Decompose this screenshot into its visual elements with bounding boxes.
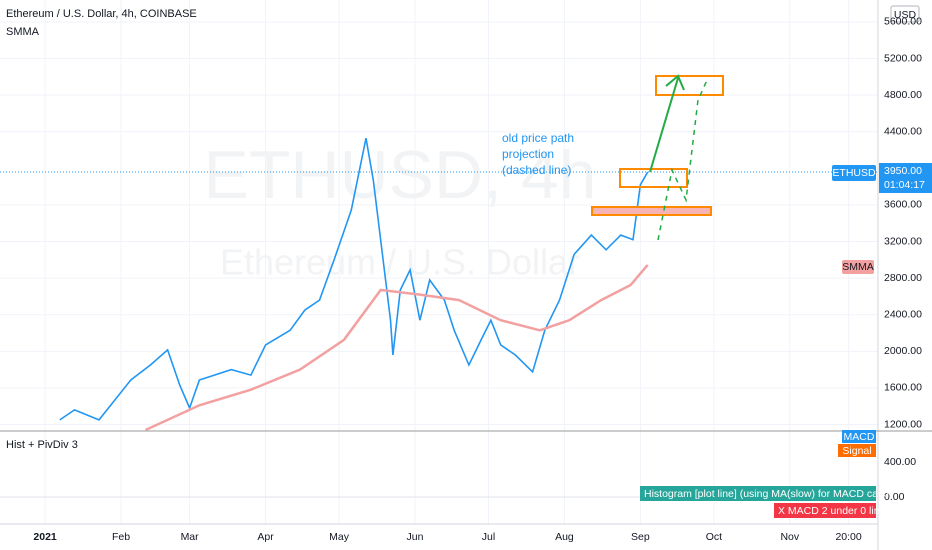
x-tick-label: 20:00 — [835, 531, 861, 543]
cross-tag — [774, 503, 876, 518]
y-tick-label: 3600.00 — [884, 199, 922, 211]
price-series — [144, 264, 649, 432]
currency: USD — [894, 9, 917, 21]
y-tick-label: 1200.00 — [884, 418, 922, 430]
indicator-tick: 0.00 — [884, 491, 905, 503]
y-tick-label: 5200.00 — [884, 52, 922, 64]
x-tick-label: May — [329, 531, 350, 543]
x-tick-label: Jun — [407, 531, 424, 543]
signal-tag-label: Signal — [842, 445, 871, 457]
cross-tag-label: X MACD 2 under 0 line — [778, 505, 886, 517]
arrow-head — [665, 74, 685, 91]
x-tick-label: Oct — [706, 531, 722, 543]
y-tick-label: 1600.00 — [884, 382, 922, 394]
price-tag — [879, 163, 932, 193]
x-tick-label: 2021 — [33, 531, 57, 543]
signal-tag — [838, 444, 876, 457]
symbol-tag-label: ETHUSD — [832, 167, 876, 179]
histogram-tag-label: Histogram [plot line] (using MA(slow) fo… — [644, 488, 889, 500]
watermark: ETHUSD, 4h — [204, 137, 597, 213]
macd-tag — [842, 430, 876, 443]
smma-tag-label: SMMA — [842, 261, 874, 273]
y-tick-label: 5600.00 — [884, 16, 922, 28]
y-tick-label: 2000.00 — [884, 345, 922, 357]
y-tick-label: 4400.00 — [884, 126, 922, 138]
y-tick-label: 2800.00 — [884, 272, 922, 284]
indicator-tick: 400.00 — [884, 456, 916, 468]
x-tick-label: Mar — [181, 531, 200, 543]
study-title: SMMA — [6, 26, 40, 38]
arrow — [649, 77, 679, 173]
symbol-tag — [832, 165, 876, 181]
y-tick-label: 3200.00 — [884, 235, 922, 247]
smma-tag — [842, 260, 874, 274]
target-box — [619, 168, 688, 188]
y-tick-label: 2400.00 — [884, 309, 922, 321]
annotation: old price path — [502, 131, 574, 145]
x-tick-label: Apr — [257, 531, 274, 543]
currency-box — [890, 5, 920, 23]
annotation: (dashed line) — [502, 163, 571, 177]
symbol-title: Ethereum / U.S. Dollar, 4h, COINBASE — [6, 8, 197, 20]
price-series — [59, 137, 649, 421]
histogram-tag — [640, 486, 876, 501]
x-tick-label: Sep — [631, 531, 650, 543]
y-tick-label: 4800.00 — [884, 89, 922, 101]
x-tick-label: Jul — [482, 531, 495, 543]
countdown: 01:04:17 — [884, 179, 925, 191]
price-tag-value: 3950.00 — [884, 165, 922, 177]
watermark: Ethereum / U.S. Dollar — [220, 242, 580, 283]
x-tick-label: Nov — [780, 531, 799, 543]
indicator-title: Hist + PivDiv 3 — [6, 439, 78, 451]
x-tick-label: Feb — [112, 531, 130, 543]
support-box — [591, 206, 712, 216]
annotation: projection — [502, 147, 554, 161]
macd-tag-label: MACD — [844, 431, 875, 443]
target-box — [655, 75, 724, 96]
x-tick-label: Aug — [555, 531, 574, 543]
dashed-projection — [657, 77, 709, 241]
